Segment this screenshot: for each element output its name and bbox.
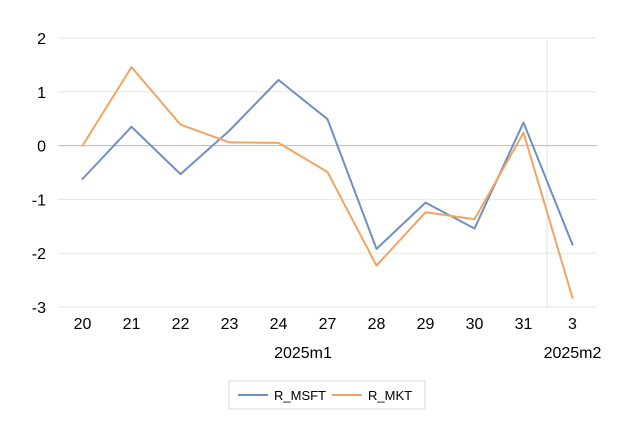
x-tick-label: 30 — [466, 316, 484, 333]
x-tick-label: 29 — [417, 316, 435, 333]
x-group-label: 2025m1 — [274, 345, 332, 362]
legend-label: R_MSFT — [274, 388, 326, 403]
x-tick-label: 22 — [172, 316, 190, 333]
x-tick-label: 28 — [368, 316, 386, 333]
series-line-r-mkt — [81, 66, 574, 299]
y-axis-ticks: 2 1 0 -1 -2 -3 — [32, 31, 46, 317]
y-tick-label: 2 — [37, 31, 46, 48]
series-line-r-msft — [81, 79, 574, 250]
y-tick-label: -2 — [32, 246, 46, 263]
gridlines — [58, 37, 597, 308]
y-tick-label: 0 — [37, 139, 46, 156]
x-tick-label: 27 — [319, 316, 337, 333]
x-axis-ticks: 20 21 22 23 24 27 28 29 30 31 3 — [74, 316, 577, 333]
x-tick-label: 31 — [515, 316, 533, 333]
x-group-label: 2025m2 — [544, 345, 602, 362]
legend-label: R_MKT — [368, 388, 412, 403]
x-tick-label: 3 — [568, 316, 577, 333]
x-tick-label: 20 — [74, 316, 92, 333]
series-lines — [81, 66, 574, 299]
y-tick-label: 1 — [37, 85, 46, 102]
legend-box — [228, 380, 426, 410]
x-tick-label: 23 — [221, 316, 239, 333]
legend: R_MSFT R_MKT — [228, 380, 426, 410]
x-tick-label: 24 — [270, 316, 288, 333]
x-tick-label: 21 — [123, 316, 141, 333]
x-axis-groups: 2025m1 2025m2 — [274, 345, 601, 362]
y-tick-label: -1 — [32, 192, 46, 209]
y-tick-label: -3 — [32, 300, 46, 317]
